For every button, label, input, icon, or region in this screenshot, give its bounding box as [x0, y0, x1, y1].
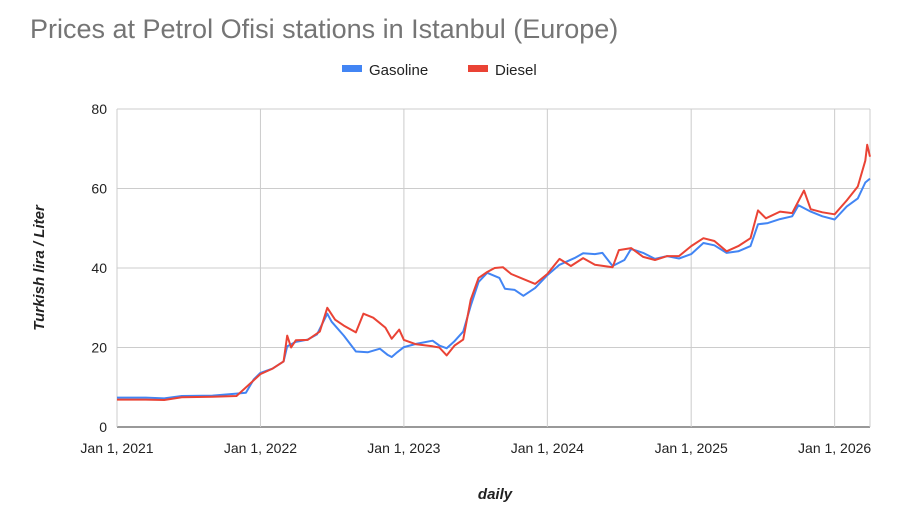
- y-tick-label: 0: [99, 419, 107, 435]
- legend-swatch-gasoline: [342, 65, 362, 72]
- y-axis-ticks: 0 20 40 60 80: [91, 101, 107, 435]
- x-tick-label: Jan 1, 2021: [80, 440, 153, 456]
- legend: Gasoline Diesel: [342, 62, 537, 79]
- legend-swatch-diesel: [468, 65, 488, 72]
- plot-lines: [117, 143, 871, 401]
- legend-label-gasoline: Gasoline: [369, 62, 428, 79]
- chart-title: Prices at Petrol Ofisi stations in Istan…: [30, 14, 618, 44]
- x-tick-label: Jan 1, 2026: [798, 440, 871, 456]
- x-axis-ticks: Jan 1, 2021 Jan 1, 2022 Jan 1, 2023 Jan 1, …: [80, 440, 871, 456]
- legend-label-diesel: Diesel: [495, 62, 537, 79]
- y-axis-title: Turkish lira / Liter: [31, 204, 48, 331]
- y-tick-label: 60: [91, 181, 107, 197]
- series-line-diesel: [117, 143, 871, 401]
- x-tick-label: Jan 1, 2024: [511, 440, 584, 456]
- y-tick-label: 20: [91, 340, 107, 356]
- x-tick-label: Jan 1, 2023: [367, 440, 440, 456]
- series-line-gasoline: [117, 177, 871, 400]
- x-tick-label: Jan 1, 2025: [655, 440, 728, 456]
- gridlines: [116, 108, 871, 428]
- y-tick-label: 40: [91, 260, 107, 276]
- y-tick-label: 80: [91, 101, 107, 117]
- x-tick-label: Jan 1, 2022: [224, 440, 297, 456]
- x-axis-title: daily: [478, 486, 513, 503]
